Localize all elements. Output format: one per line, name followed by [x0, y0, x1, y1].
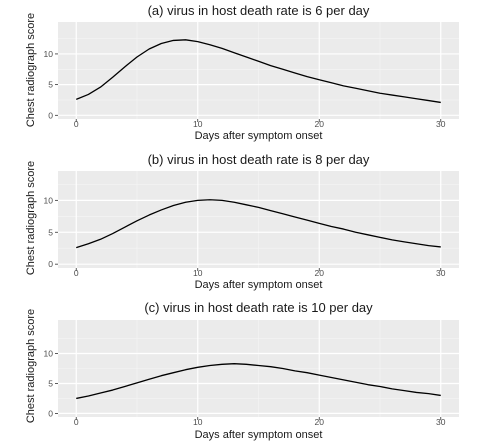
x-tick-label: 0 — [74, 119, 79, 129]
x-axis-title: Days after symptom onset — [195, 279, 323, 291]
x-tick-label: 30 — [436, 417, 446, 427]
x-tick-label: 10 — [193, 119, 203, 129]
panel-title: (a) virus in host death rate is 6 per da… — [148, 3, 370, 18]
y-axis-title: Chest radiograph score — [25, 309, 37, 423]
y-tick-label: 0 — [48, 408, 53, 418]
x-tick-label: 0 — [74, 268, 79, 278]
x-tick-label: 10 — [193, 417, 203, 427]
y-tick-label: 10 — [44, 195, 54, 205]
chart-panel-3: 0 10 20 30 0 5 10 (c) virus in host death rate … — [25, 300, 459, 441]
y-tick-label: 5 — [48, 80, 53, 90]
x-axis-title: Days after symptom onset — [195, 130, 323, 142]
chart-panel-1: 0 10 20 30 0 5 10 (a) virus in host death rate … — [25, 3, 459, 142]
x-axis-title: Days after symptom onset — [195, 429, 323, 441]
x-tick-label: 10 — [193, 268, 203, 278]
x-tick-label: 20 — [315, 417, 325, 427]
y-tick-label: 10 — [44, 349, 54, 359]
panel-title: (c) virus in host death rate is 10 per d… — [144, 300, 373, 315]
y-tick-label: 0 — [48, 110, 53, 120]
chart-panel-2: 0 10 20 30 0 5 10 (b) virus in host death rate … — [25, 152, 459, 291]
y-axis-title: Chest radiograph score — [25, 161, 37, 275]
y-tick-label: 5 — [48, 227, 53, 237]
y-tick-label: 0 — [48, 259, 53, 269]
panel-title: (b) virus in host death rate is 8 per da… — [148, 152, 370, 167]
x-tick-label: 0 — [74, 417, 79, 427]
x-tick-label: 20 — [315, 268, 325, 278]
x-tick-label: 30 — [436, 119, 446, 129]
series-line-1 — [75, 39, 441, 104]
x-tick-label: 30 — [436, 268, 446, 278]
series-line-1 — [76, 363, 441, 400]
y-tick-label: 5 — [48, 378, 53, 388]
x-tick-label: 20 — [315, 119, 325, 129]
y-tick-label: 10 — [44, 49, 54, 59]
series-line-1 — [76, 199, 441, 249]
y-axis-title: Chest radiograph score — [25, 13, 37, 127]
